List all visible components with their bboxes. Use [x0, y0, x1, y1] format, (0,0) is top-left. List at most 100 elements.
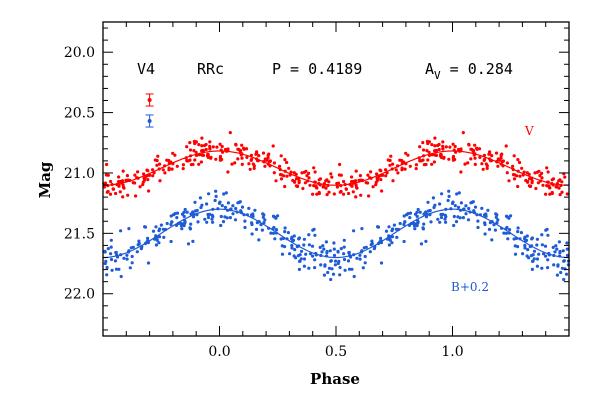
data-point: [546, 258, 550, 262]
data-point: [537, 252, 541, 256]
data-point: [114, 251, 118, 255]
data-point: [287, 166, 291, 170]
data-point: [165, 221, 169, 226]
data-point: [332, 247, 336, 251]
data-point: [358, 253, 362, 257]
data-point: [342, 238, 346, 242]
data-point: [182, 214, 186, 218]
data-point: [319, 263, 323, 267]
data-point: [387, 243, 391, 247]
data-point: [453, 204, 457, 208]
data-point: [453, 144, 457, 149]
data-point: [501, 159, 505, 163]
data-point: [105, 265, 109, 270]
data-point: [332, 192, 336, 196]
data-point: [203, 143, 207, 148]
data-point: [307, 243, 311, 247]
data-point: [205, 220, 209, 224]
data-point: [278, 164, 282, 168]
data-point: [193, 209, 197, 213]
data-point: [441, 147, 445, 151]
data-point: [436, 217, 440, 221]
data-point: [341, 192, 346, 196]
data-point: [121, 169, 125, 173]
data-point: [219, 214, 223, 219]
data-point: [565, 192, 569, 196]
data-point: [280, 252, 285, 256]
data-point: [422, 212, 426, 216]
data-point: [421, 141, 425, 145]
data-point: [276, 214, 280, 218]
data-point: [317, 191, 321, 196]
data-point: [447, 157, 451, 161]
data-point: [527, 177, 532, 181]
data-point: [289, 170, 293, 174]
data-point: [173, 153, 177, 157]
data-point: [473, 143, 477, 147]
data-point: [473, 205, 478, 209]
data-point: [224, 191, 228, 195]
data-point: [496, 157, 500, 161]
data-point: [310, 244, 315, 248]
data-point: [387, 237, 391, 241]
data-point: [418, 210, 422, 214]
data-point: [196, 220, 200, 224]
data-point: [143, 176, 147, 180]
data-point: [191, 239, 195, 243]
data-point: [203, 217, 207, 221]
data-point: [245, 155, 249, 159]
data-point: [285, 160, 289, 165]
data-point: [181, 163, 185, 167]
data-point: [553, 250, 557, 254]
data-point: [234, 143, 238, 147]
data-point: [381, 173, 385, 177]
data-point: [418, 145, 422, 149]
data-point: [286, 231, 290, 235]
data-point: [412, 221, 416, 225]
data-point: [332, 253, 337, 257]
data-point: [114, 191, 118, 196]
data-point: [225, 216, 229, 220]
data-point: [550, 191, 554, 196]
data-point: [560, 190, 564, 194]
data-point: [346, 259, 351, 263]
amplitude-value: = 0.284: [441, 60, 513, 78]
data-point: [451, 154, 456, 159]
data-point: [208, 140, 212, 144]
data-point: [272, 161, 276, 165]
data-point: [323, 264, 327, 268]
data-point: [302, 243, 306, 247]
data-point: [513, 244, 517, 248]
data-point: [279, 177, 284, 181]
data-point: [108, 192, 113, 196]
points-layer: [102, 131, 571, 282]
data-point: [333, 259, 338, 263]
data-point: [512, 237, 516, 241]
data-point: [512, 154, 516, 158]
data-point: [151, 174, 155, 178]
y-axis-title: Mag: [36, 161, 54, 198]
data-point: [516, 158, 520, 162]
data-point: [257, 154, 261, 158]
data-point: [375, 172, 379, 176]
data-point: [163, 171, 167, 175]
data-point: [147, 189, 151, 193]
data-point: [550, 178, 554, 182]
data-point: [318, 245, 322, 249]
data-point: [302, 237, 306, 241]
data-point: [535, 237, 540, 241]
data-point: [197, 143, 201, 147]
data-point: [326, 270, 330, 275]
data-point: [504, 144, 508, 148]
data-point: [185, 210, 189, 214]
data-point: [189, 163, 193, 167]
data-point: [391, 179, 395, 183]
data-point: [459, 201, 463, 205]
data-point: [191, 215, 196, 219]
data-point: [136, 170, 140, 174]
data-point: [436, 143, 440, 148]
data-point: [200, 136, 204, 140]
data-point: [139, 247, 143, 251]
data-point: [154, 225, 158, 229]
data-point: [130, 254, 134, 259]
